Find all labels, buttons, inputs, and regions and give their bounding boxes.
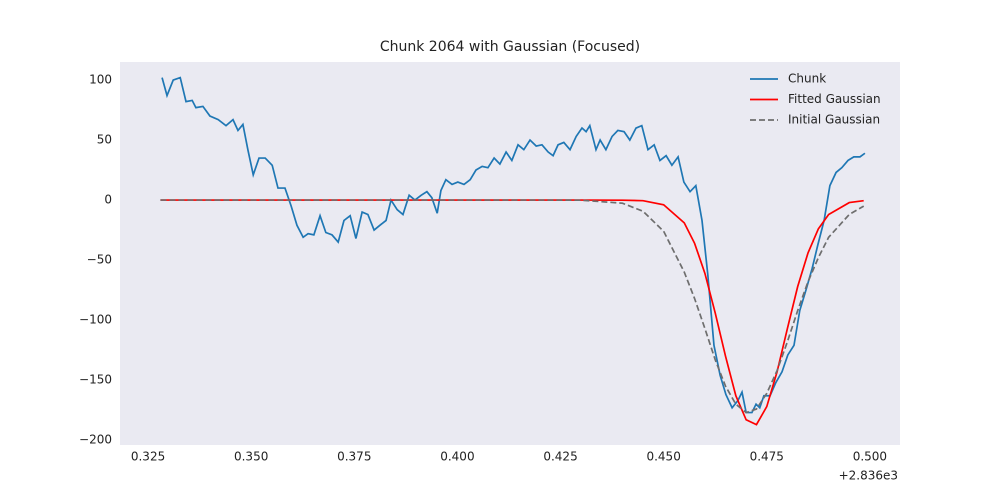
x-tick-label: 0.375 — [337, 450, 371, 464]
x-tick-label: 0.400 — [440, 450, 474, 464]
x-tick-label: 0.450 — [646, 450, 680, 464]
legend-label: Chunk — [788, 72, 826, 86]
line — [160, 199, 865, 414]
y-tick-label: 100 — [89, 73, 112, 87]
x-tick-label: 0.500 — [853, 450, 887, 464]
y-tick-label: 0 — [104, 193, 112, 207]
x-tick-label: 0.325 — [131, 450, 165, 464]
plot-area — [120, 62, 900, 445]
y-tick-label: −50 — [87, 253, 112, 267]
legend-label: Fitted Gaussian — [788, 92, 881, 106]
y-tick-label: −100 — [79, 313, 112, 327]
chart-title: Chunk 2064 with Gaussian (Focused) — [380, 39, 640, 55]
y-tick-label: −150 — [79, 373, 112, 387]
y-tick-label: −200 — [79, 433, 112, 447]
line — [161, 76, 866, 414]
line — [160, 199, 864, 426]
x-tick-label: 0.350 — [234, 450, 268, 464]
x-offset-label: +2.836e3 — [839, 469, 898, 483]
x-tick-label: 0.425 — [543, 450, 577, 464]
y-tick-label: 50 — [97, 133, 112, 147]
x-tick-label: 0.475 — [750, 450, 784, 464]
legend-label: Initial Gaussian — [788, 113, 880, 127]
